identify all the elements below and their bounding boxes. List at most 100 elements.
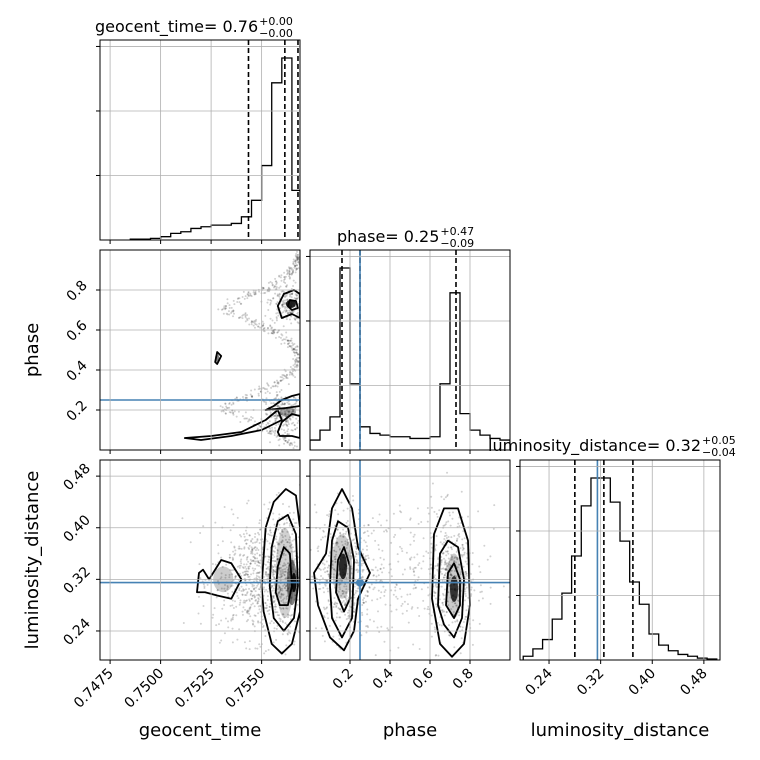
sample-point	[363, 531, 366, 534]
sample-point	[228, 573, 231, 576]
sample-point	[273, 627, 276, 630]
sample-point	[295, 294, 298, 297]
sample-point	[297, 255, 300, 258]
sample-point	[265, 397, 268, 400]
y-axis-label-phase: phase	[22, 323, 43, 377]
sample-point	[285, 318, 288, 321]
sample-point	[288, 444, 291, 447]
sample-point	[293, 550, 296, 553]
sample-point	[285, 424, 288, 427]
sample-point	[270, 620, 273, 623]
sample-point	[343, 603, 346, 606]
sample-point	[377, 520, 380, 523]
sample-point	[286, 377, 289, 380]
sample-point	[362, 601, 365, 604]
sample-point	[326, 570, 329, 573]
sample-point	[268, 606, 271, 609]
sample-point	[289, 345, 292, 348]
sample-point	[292, 518, 295, 521]
sample-point	[226, 620, 229, 623]
sample-point	[279, 569, 282, 572]
sample-point	[234, 577, 237, 580]
sample-point	[259, 645, 262, 648]
sample-point	[241, 593, 244, 596]
sample-point	[443, 524, 446, 527]
sample-point	[245, 647, 248, 650]
sample-point	[290, 322, 293, 325]
sample-point	[197, 595, 200, 598]
plot-area	[129, 40, 300, 240]
sample-point	[457, 522, 460, 525]
sample-point	[244, 312, 247, 315]
sample-point	[286, 419, 289, 422]
x-axis-label-phase: phase	[383, 720, 437, 741]
sample-point	[306, 554, 308, 556]
sample-point	[242, 567, 245, 570]
density-blob	[339, 553, 347, 580]
sample-point	[284, 563, 287, 566]
sample-point	[361, 570, 364, 573]
sample-point	[350, 555, 353, 558]
sample-point	[293, 359, 296, 362]
sample-point	[438, 623, 441, 626]
sample-point	[255, 572, 258, 575]
sample-point	[281, 412, 284, 415]
sample-point	[232, 401, 235, 404]
sample-point	[272, 597, 275, 600]
sample-point	[380, 625, 383, 628]
sample-point	[427, 551, 430, 554]
sample-point	[337, 574, 340, 577]
panel-phase-vs-geocent-time: 0.20.40.60.8	[64, 249, 301, 454]
sample-point	[269, 622, 272, 625]
sample-point	[268, 290, 271, 293]
sample-point	[228, 304, 231, 307]
sample-point	[395, 595, 398, 598]
sample-point	[295, 351, 298, 354]
sample-point	[289, 632, 292, 635]
sample-point	[288, 524, 291, 527]
sample-point	[294, 376, 297, 379]
sample-point	[344, 583, 347, 586]
sample-point	[247, 290, 250, 293]
sample-point	[327, 554, 330, 557]
sample-point	[246, 317, 249, 320]
sample-point	[433, 510, 436, 513]
truth-marker	[356, 578, 364, 587]
sample-point	[338, 573, 341, 576]
sample-point	[249, 615, 252, 618]
sample-point	[258, 588, 261, 591]
sample-point	[280, 574, 283, 577]
sample-point	[292, 374, 295, 377]
sample-point	[265, 388, 268, 391]
sample-point	[442, 552, 445, 555]
sample-point	[454, 602, 457, 605]
sample-point	[337, 545, 340, 548]
sample-point	[293, 365, 296, 368]
sample-point	[247, 291, 250, 294]
sample-point	[345, 598, 348, 601]
sample-point	[292, 258, 295, 261]
sample-point	[352, 499, 355, 502]
sample-point	[407, 621, 410, 624]
sample-point	[282, 607, 285, 610]
sample-point	[245, 567, 248, 570]
sample-point	[448, 511, 451, 514]
sample-point	[446, 493, 449, 496]
sample-point	[291, 348, 294, 351]
sample-point	[409, 593, 412, 596]
sample-point	[451, 555, 454, 558]
sample-point	[283, 402, 286, 405]
sample-point	[228, 664, 230, 666]
sample-point	[467, 515, 470, 518]
sample-point	[345, 521, 348, 524]
sample-point	[433, 594, 436, 597]
sample-point	[357, 564, 360, 567]
sample-point	[361, 575, 364, 578]
sample-point	[427, 512, 430, 515]
sample-point	[245, 584, 248, 587]
sample-point	[247, 560, 250, 563]
sample-point	[230, 310, 233, 313]
sample-point	[281, 305, 284, 308]
sample-point	[445, 569, 448, 572]
sample-point	[450, 546, 453, 549]
